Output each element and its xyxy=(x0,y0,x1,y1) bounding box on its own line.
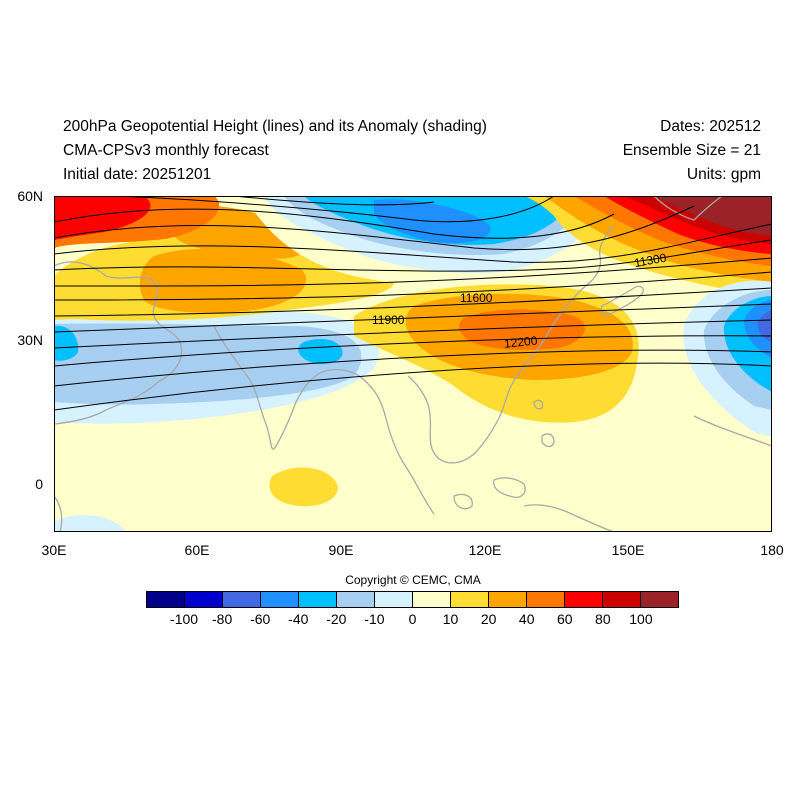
colorbar-swatch xyxy=(603,592,641,607)
colorbar-swatch xyxy=(185,592,223,607)
colorbar-label: 10 xyxy=(442,611,459,627)
colorbar xyxy=(146,591,679,608)
forecast-dates: Dates: 202512 xyxy=(660,118,761,135)
lat-label-60n: 60N xyxy=(17,188,43,204)
anomaly-map: 11300 11600 11900 12200 xyxy=(54,196,772,532)
colorbar-swatch xyxy=(299,592,337,607)
colorbar-swatch xyxy=(261,592,299,607)
chart-title: 200hPa Geopotential Height (lines) and i… xyxy=(63,118,487,135)
colorbar-swatch xyxy=(337,592,375,607)
lat-label-30n: 30N xyxy=(17,332,43,348)
colorbar-swatch xyxy=(413,592,451,607)
lon-label-180: 180 xyxy=(760,542,784,558)
colorbar-label: -40 xyxy=(288,611,309,627)
colorbar-label: 60 xyxy=(556,611,573,627)
colorbar-swatch xyxy=(489,592,527,607)
chart-subtitle: CMA-CPSv3 monthly forecast xyxy=(63,142,269,159)
colorbar-label: 20 xyxy=(480,611,497,627)
colorbar-label: -80 xyxy=(212,611,233,627)
contour-labels: 11300 11600 11900 12200 xyxy=(372,251,668,351)
copyright-text: Copyright © CEMC, CMA xyxy=(345,573,481,587)
colorbar-swatch xyxy=(223,592,261,607)
colorbar-swatch xyxy=(641,592,678,607)
colorbar-swatch xyxy=(565,592,603,607)
colorbar-label: 40 xyxy=(518,611,535,627)
lon-label-60e: 60E xyxy=(184,542,210,558)
colorbar-swatch xyxy=(375,592,413,607)
colorbar-label: -20 xyxy=(326,611,347,627)
colorbar-swatch xyxy=(147,592,185,607)
colorbar-label: -60 xyxy=(250,611,271,627)
colorbar-label: -10 xyxy=(364,611,385,627)
lon-label-90e: 90E xyxy=(328,542,354,558)
contour-label-12200: 12200 xyxy=(503,333,538,350)
contour-label-11900: 11900 xyxy=(372,313,405,327)
lon-label-150e: 150E xyxy=(611,542,645,558)
contour-label-11300: 11300 xyxy=(633,251,668,270)
ensemble-size: Ensemble Size = 21 xyxy=(622,142,761,159)
lon-label-30e: 30E xyxy=(41,542,67,558)
lon-label-120e: 120E xyxy=(468,542,502,558)
geopotential-contours xyxy=(54,196,772,411)
colorbar-label: 0 xyxy=(408,611,417,627)
colorbar-swatch xyxy=(451,592,489,607)
colorbar-label: 80 xyxy=(595,611,611,627)
contour-label-11600: 11600 xyxy=(460,291,493,305)
lat-label-0: 0 xyxy=(35,476,43,492)
colorbar-label: -100 xyxy=(170,611,199,627)
units-label: Units: gpm xyxy=(686,166,761,183)
initial-date: Initial date: 20251201 xyxy=(63,166,212,183)
coastlines xyxy=(54,196,772,532)
colorbar-swatch xyxy=(527,592,565,607)
colorbar-label: 100 xyxy=(629,611,653,627)
